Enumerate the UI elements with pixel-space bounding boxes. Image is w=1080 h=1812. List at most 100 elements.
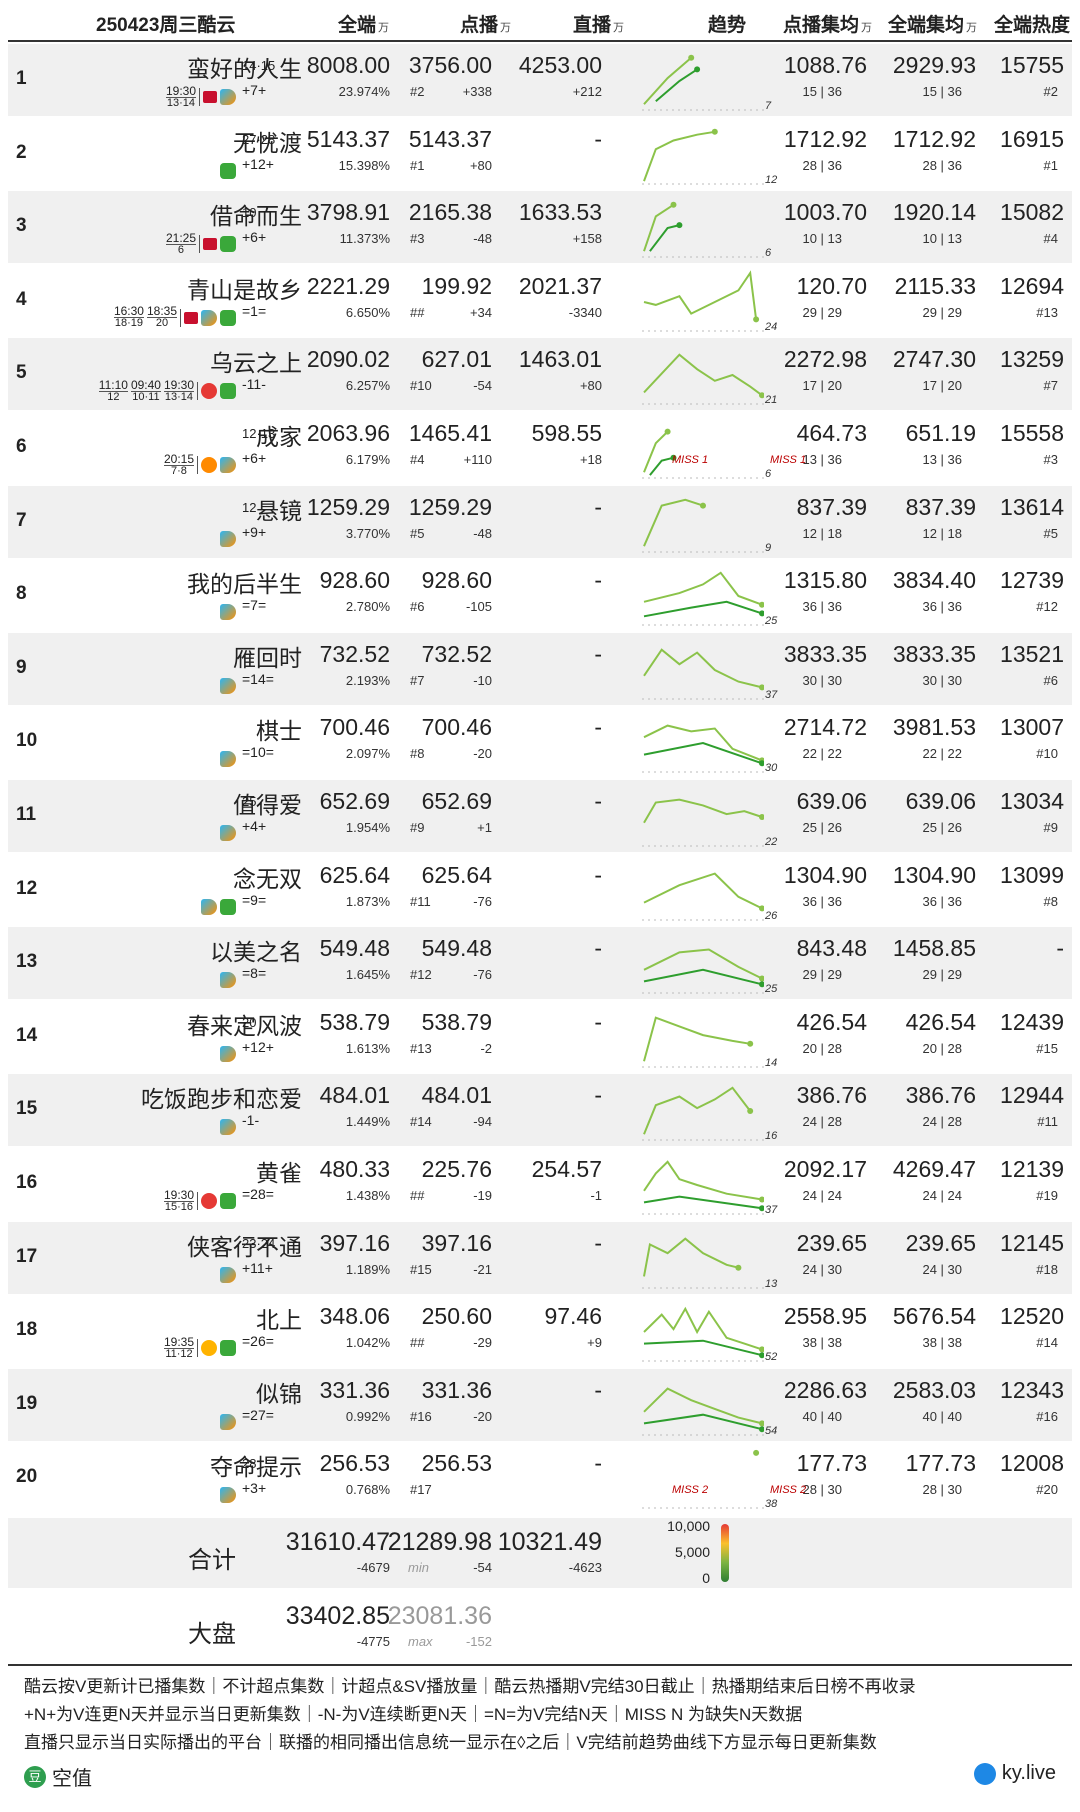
trend-line (643, 204, 675, 252)
youku-icon (220, 89, 236, 105)
trend-chart (642, 128, 764, 185)
heat-value: 12944 (1000, 1082, 1064, 1109)
all-episode-range: 17 | 20 (922, 378, 962, 394)
drama-title: 似锦 (256, 1380, 302, 1407)
heat-value: 15755 (1000, 52, 1064, 78)
broadcast-meta (220, 158, 236, 184)
vod-rank: #17 (410, 1482, 432, 1498)
trend-line (643, 430, 669, 473)
rank-number: 3 (16, 215, 27, 237)
trend-chart (642, 353, 764, 405)
update-status: =8= (242, 965, 267, 982)
missing-data-badge: MISS 1 (770, 454, 807, 466)
totals-live: 10321.49 (497, 1528, 602, 1556)
youku-icon (220, 604, 236, 621)
vod-episode-avg: 843.48 (796, 935, 867, 962)
live-value: - (594, 1008, 602, 1035)
col-header-vod-avg: 点播集均万 (783, 15, 873, 36)
trend-line-end-point (735, 1264, 742, 1271)
all-episode-avg: 651.19 (905, 420, 976, 446)
rank-number: 9 (16, 656, 27, 678)
update-status: +7+ (242, 82, 267, 98)
all-episode-range: 30 | 30 (922, 672, 962, 688)
update-status: +11+ (242, 1259, 273, 1276)
share-percent: 2.097% (345, 746, 390, 762)
broadcast-time-value: 19:30 (163, 1187, 194, 1202)
vod-rank: #13 (410, 1040, 432, 1056)
live-value: - (594, 640, 602, 667)
heat-value: 12694 (1000, 272, 1064, 299)
table-row: 17 侠客行不通 23·24 +11+ 397.16 1.189% 397.16 #15 -21… (8, 1221, 1072, 1294)
market-label: 大盘 (188, 1621, 236, 1648)
youku-icon (220, 530, 236, 547)
table-row: 4 青山是故乡 =1= 16:30 18·19 18:35 20 2221.29 6.650% 1… (8, 265, 1072, 337)
vod-episode-range: 36 | 36 (802, 599, 842, 615)
share-percent: 0.992% (345, 1408, 390, 1424)
footer-note-3: 直播只显示当日实际播出的平台｜联播的相同播出信息统一显示在◊之后｜V完结前趋势曲… (24, 1733, 877, 1752)
broadcast-time: 19:30 13·14 (165, 83, 196, 109)
update-status: -1- (242, 1112, 260, 1129)
share-percent: 6.257% (345, 378, 390, 394)
vod-delta: -105 (465, 599, 492, 615)
drama-title: 北上 (256, 1307, 302, 1334)
table-row: 20 夺命提示 28 +3+ 256.53 0.768% 256.53 #17 - 38 177.7… (8, 1442, 1072, 1514)
table-title: 250423周三酷云 (96, 15, 236, 36)
trend-line (643, 270, 758, 320)
broadcast-time-value: 19:30 (165, 83, 196, 98)
iqiyi-icon (220, 898, 236, 915)
all-platform-value: 700.46 (319, 714, 390, 741)
trend-line-end-point (747, 1040, 754, 1047)
drama-title: 我的后半生 (187, 571, 302, 598)
drama-title: 黄雀 (256, 1160, 302, 1186)
all-episode-range: 13 | 36 (922, 452, 962, 467)
episode-count: 27·28 (242, 131, 276, 147)
all-episode-avg: 239.65 (905, 1229, 976, 1256)
update-status: =1= (242, 302, 267, 319)
heat-rank: #7 (1043, 378, 1058, 394)
share-percent: 1.613% (345, 1040, 390, 1056)
trend-line-end-point (759, 1196, 764, 1203)
all-platform-value: 549.48 (319, 935, 390, 962)
live-value: 254.57 (531, 1156, 602, 1182)
update-status: =14= (242, 670, 274, 687)
trend-line-secondary-end-point (759, 610, 764, 617)
trend-line-secondary-end-point (676, 222, 683, 229)
trend-line-end-point (759, 684, 764, 691)
separator (197, 456, 198, 474)
vod-value: 331.36 (421, 1376, 492, 1403)
drama-title: 值得爱 (233, 792, 302, 818)
drama-title: 悬镜 (256, 497, 302, 524)
vod-episode-range: 28 | 36 (802, 157, 842, 173)
vod-value: 732.52 (421, 640, 492, 667)
vod-episode-range: 29 | 29 (802, 967, 842, 983)
broadcast-episodes: 7·8 (171, 464, 187, 477)
youku-icon (220, 1413, 236, 1430)
douban-icon: 豆 (24, 1765, 46, 1788)
drama-title: 无忧渡 (233, 129, 302, 156)
heat-value: 16915 (1000, 125, 1064, 152)
trend-line (643, 353, 763, 397)
trend-line-secondary (643, 600, 763, 618)
update-status: -11- (242, 376, 266, 393)
trend-day-count: 12 (765, 173, 778, 186)
table-row: 2 无忧渡 27·28 +12+ 5143.37 15.398% 5143.37 #1 +80 -… (8, 118, 1072, 190)
update-status: =27= (242, 1406, 274, 1423)
broadcast-meta (220, 1409, 236, 1435)
broadcast-episodes: 13·14 (166, 96, 196, 109)
market-vod-delta: -152 (465, 1634, 492, 1649)
youku-icon (220, 972, 236, 989)
rank-number: 13 (16, 951, 38, 973)
vod-delta: +338 (462, 84, 492, 99)
trend-line-end-point (759, 601, 764, 608)
drama-title: 念无双 (233, 865, 302, 892)
broadcast-time: 21:25 6 (165, 232, 196, 256)
all-episode-range: 25 | 26 (922, 820, 962, 835)
vod-delta: +80 (469, 157, 492, 173)
vod-rank: #5 (410, 525, 425, 541)
trend-day-count: 13 (765, 1277, 778, 1290)
trend-line-end-point (711, 128, 718, 135)
vod-value: 627.01 (421, 346, 492, 373)
market-vod: 23081.36 (387, 1602, 492, 1630)
vod-rank: #9 (410, 820, 425, 835)
heat-rank: #14 (1036, 1335, 1058, 1351)
